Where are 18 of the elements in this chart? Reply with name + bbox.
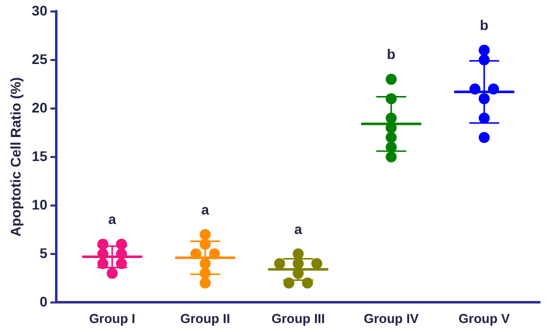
x-tick-label: Group III <box>271 310 325 326</box>
annotation: b <box>386 46 396 62</box>
y-tick-label: 25 <box>32 50 48 67</box>
y-tick-label: 10 <box>32 196 48 212</box>
x-tick-label: Group V <box>458 310 510 326</box>
x-tick-label: Group II <box>180 310 230 326</box>
annotation: a <box>108 211 116 228</box>
y-tick-label: 0 <box>40 293 48 310</box>
y-tick-label: 5 <box>40 244 48 261</box>
x-tick-label: Group IV <box>364 310 419 326</box>
annotation: a <box>201 201 210 218</box>
y-tick-label: 15 <box>32 148 48 164</box>
y-tick-label: 30 <box>32 2 48 18</box>
y-axis-title: Apoptotic Cell Ratio (%) <box>7 77 24 237</box>
annotation: a <box>294 220 302 237</box>
annotation: b <box>480 17 488 34</box>
y-tick-label: 20 <box>32 99 48 116</box>
x-tick-label: Group I <box>89 310 136 326</box>
